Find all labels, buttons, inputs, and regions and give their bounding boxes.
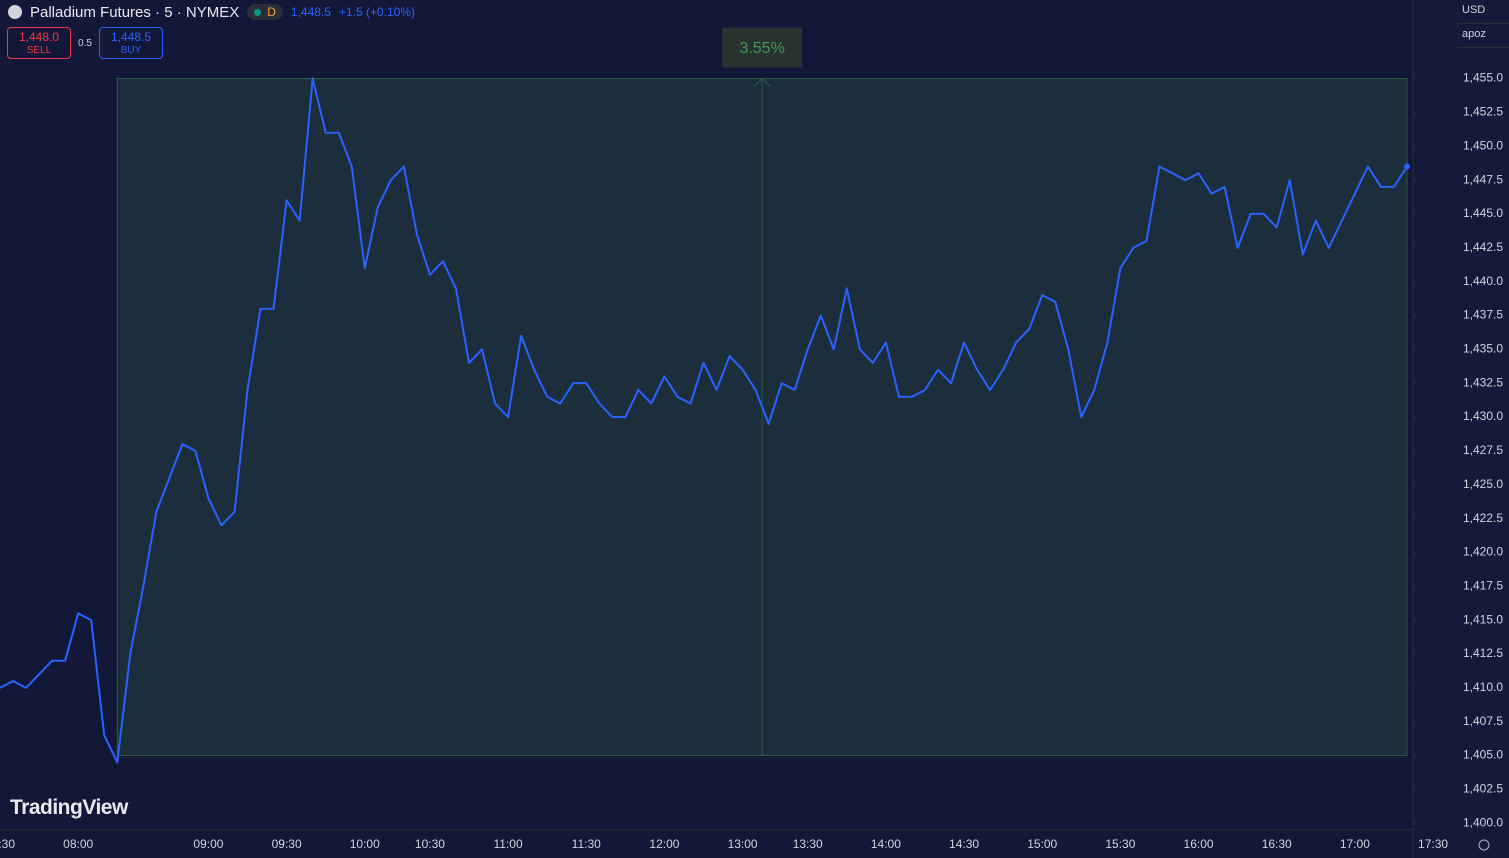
y-tick-label: 1,400.0 — [1463, 815, 1503, 829]
unit-select[interactable]: apoz — [1457, 24, 1509, 48]
x-tick-label: 17:30 — [1418, 837, 1448, 851]
symbol-logo — [8, 5, 22, 19]
y-tick-label: 1,417.5 — [1463, 578, 1503, 592]
y-tick-label: 1,440.0 — [1463, 274, 1503, 288]
last-price: 1,448.5 — [290, 5, 331, 19]
y-tick-label: 1,407.5 — [1463, 714, 1503, 728]
x-tick-label: 12:00 — [649, 837, 679, 851]
x-tick-label: 16:30 — [1262, 837, 1292, 851]
y-tick-label: 1,420.0 — [1463, 545, 1503, 559]
sell-price: 1,448.0 — [18, 30, 60, 44]
x-tick-label: 14:30 — [949, 837, 979, 851]
buy-price: 1,448.5 — [110, 30, 152, 44]
plot-background — [0, 0, 1413, 830]
trade-buttons: 1,448.0 SELL 0.5 1,448.5 BUY — [7, 27, 163, 59]
measure-label-box — [722, 27, 803, 68]
session-letter: D — [267, 5, 276, 19]
y-tick-label: 1,430.0 — [1463, 409, 1503, 423]
y-tick-label: 1,442.5 — [1463, 240, 1503, 254]
y-tick-label: 1,437.5 — [1463, 308, 1503, 322]
x-tick-label: 09:30 — [272, 837, 302, 851]
x-tick-label: 17:00 — [1340, 837, 1370, 851]
measure-arrowhead — [753, 77, 771, 87]
x-tick-label: 07:30 — [0, 837, 15, 851]
y-tick-label: 1,405.0 — [1463, 748, 1503, 762]
buy-button[interactable]: 1,448.5 BUY — [99, 27, 163, 59]
settings-icon[interactable] — [1478, 839, 1490, 851]
status-dot — [254, 8, 262, 16]
y-tick-label: 1,447.5 — [1463, 172, 1503, 186]
measure-label: 3.55% — [739, 40, 784, 57]
x-tick-label: 13:30 — [793, 837, 823, 851]
x-tick-label: 11:00 — [494, 837, 523, 851]
x-tick-label: 15:30 — [1105, 837, 1135, 851]
x-tick-label: 10:30 — [415, 837, 445, 851]
symbol-title[interactable]: Palladium Futures · 5 · NYMEX — [30, 3, 240, 21]
x-tick-label: 16:00 — [1184, 837, 1214, 851]
y-tick-label: 1,402.5 — [1463, 782, 1503, 796]
x-tick-label: 10:00 — [350, 837, 380, 851]
price-axis — [1413, 0, 1509, 858]
currency-select[interactable]: USD — [1457, 0, 1509, 24]
sell-button[interactable]: 1,448.0 SELL — [7, 27, 71, 59]
y-tick-label: 1,435.0 — [1463, 342, 1503, 356]
buy-label: BUY — [120, 45, 142, 56]
y-tick-label: 1,432.5 — [1463, 375, 1503, 389]
y-tick-label: 1,455.0 — [1463, 71, 1503, 85]
y-tick-label: 1,450.0 — [1463, 138, 1503, 152]
spread: 0.5 — [78, 37, 92, 49]
x-tick-label: 13:00 — [728, 837, 758, 851]
last-point — [1404, 163, 1410, 170]
symbol-header: Palladium Futures · 5 · NYMEX D 1,448.5 … — [8, 2, 415, 22]
y-tick-label: 1,412.5 — [1463, 646, 1503, 660]
watermark: TradingView — [10, 796, 128, 819]
price-change: +1.5 (+0.10%) — [338, 5, 416, 19]
x-tick-label: 11:30 — [572, 837, 601, 851]
y-tick-label: 1,410.0 — [1463, 680, 1503, 694]
y-tick-label: 1,445.0 — [1463, 206, 1503, 220]
y-tick-label: 1,452.5 — [1463, 105, 1503, 119]
x-tick-label: 09:00 — [193, 837, 223, 851]
y-tick-label: 1,422.5 — [1463, 511, 1503, 525]
y-tick-label: 1,425.0 — [1463, 477, 1503, 491]
x-tick-label: 08:00 — [63, 837, 93, 851]
price-line — [0, 77, 1408, 764]
x-tick-label: 14:00 — [871, 837, 901, 851]
session-status[interactable]: D — [247, 4, 283, 20]
y-tick-label: 1,415.0 — [1463, 612, 1503, 626]
x-tick-label: 15:00 — [1027, 837, 1057, 851]
y-tick-label: 1,427.5 — [1463, 443, 1503, 457]
sell-label: SELL — [26, 45, 52, 56]
